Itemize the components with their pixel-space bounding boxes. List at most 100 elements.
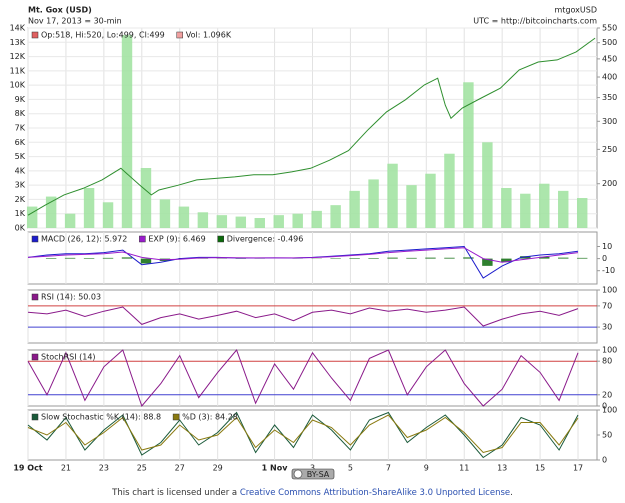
legend-label: Divergence: -0.496 (227, 235, 304, 244)
bar (121, 35, 133, 229)
y-tick-label: 2K (15, 195, 26, 204)
bar (64, 257, 76, 259)
x-tick-label: 19 Oct (13, 464, 42, 473)
y2-tick-label: 400 (602, 73, 617, 82)
y-tick-label: 100 (602, 406, 617, 415)
bar (425, 257, 436, 259)
chart-subtitle: Nov 17, 2013 = 30-min (28, 17, 122, 26)
bar (83, 188, 95, 228)
bar (349, 190, 360, 228)
y-tick-label: 12K (10, 52, 26, 61)
bar (482, 142, 493, 228)
y-tick-label: 3K (15, 181, 26, 190)
license-link[interactable]: Creative Commons Attribution-ShareAlike … (239, 488, 511, 498)
x-tick-label: 15 (535, 464, 545, 473)
x-tick-label: 13 (497, 464, 507, 473)
y-tick-label: 0K (15, 224, 26, 233)
legend-label: Op:518, Hi:520, Lo:499, Cl:499 (41, 31, 165, 40)
legend-label: EXP (9): 6.469 (148, 235, 205, 244)
bar (102, 202, 114, 228)
bar (539, 183, 550, 228)
x-tick-label: 3 (310, 464, 315, 473)
y-tick-label: 14K (10, 24, 26, 33)
x-tick-label: 25 (137, 464, 147, 473)
x-tick-label: 11 (459, 464, 469, 473)
y-tick-label: 30 (602, 323, 612, 332)
y-tick-label: 0 (602, 254, 607, 263)
series-line (27, 349, 579, 407)
bar (102, 257, 114, 259)
bar (311, 210, 322, 228)
x-tick-label: 21 (61, 464, 71, 473)
bar (501, 258, 512, 263)
bar (26, 206, 38, 228)
bar (83, 258, 95, 259)
y-tick-label: 0 (602, 456, 607, 465)
y-tick-label: 13K (10, 38, 26, 47)
y-tick-label: 70 (602, 301, 612, 310)
bar (406, 185, 417, 228)
y-tick-label: 100 (602, 286, 617, 295)
footer-end: . (510, 488, 513, 498)
license-badge-label: BY-SA (307, 470, 330, 479)
license-badge-icon (293, 469, 303, 479)
bar (292, 213, 303, 228)
legend-label: MACD (26, 12): 5.972 (41, 235, 127, 244)
legend-swatch (176, 31, 183, 39)
y-tick-label: 9K (15, 95, 26, 104)
legend-label: RSI (14): 50.03 (41, 293, 101, 302)
legend-swatch (217, 235, 224, 243)
symbol-label: mtgoxUSD (555, 6, 597, 15)
y-tick-label: 10 (602, 242, 612, 251)
bar (178, 206, 190, 228)
x-tick-label: 23 (99, 464, 109, 473)
y-tick-label: 10K (10, 81, 26, 90)
y2-tick-label: 250 (602, 145, 617, 154)
bar (444, 257, 455, 259)
series-line (27, 247, 579, 263)
bar (444, 153, 455, 228)
legend-label: Vol: 1.096K (186, 31, 232, 40)
y-tick-label: 6K (15, 138, 26, 147)
bar (235, 216, 247, 228)
legend-swatch (31, 293, 39, 301)
y-tick-label: 80 (602, 357, 612, 366)
series-line (27, 414, 579, 454)
x-tick-label: 17 (573, 464, 583, 473)
legend-swatch (139, 235, 146, 243)
x-tick-label: 5 (348, 464, 353, 473)
license-badge (291, 468, 335, 480)
y-tick-label: 0 (602, 402, 607, 411)
y2-tick-label: 300 (602, 117, 617, 126)
bar (558, 190, 569, 228)
bar (482, 258, 493, 266)
bar (576, 198, 588, 228)
series-line (27, 37, 596, 216)
y-tick-label: 100 (602, 346, 617, 355)
y-tick-label: 50 (602, 431, 612, 440)
bar (520, 193, 531, 228)
x-tick-label: 9 (424, 464, 429, 473)
bar (425, 173, 436, 228)
x-tick-label: 29 (213, 464, 223, 473)
bar (140, 168, 152, 228)
y-tick-label: 1K (15, 209, 26, 218)
x-tick-label: 7 (386, 464, 391, 473)
bar (273, 215, 284, 228)
y2-tick-label: 450 (602, 54, 617, 63)
y2-tick-label: 500 (602, 38, 617, 47)
bar (121, 257, 133, 259)
bar (368, 179, 379, 228)
footer: This chart is licensed under a Creative … (0, 488, 625, 498)
bar (463, 82, 474, 229)
bar (140, 258, 152, 264)
y-tick-label: 5K (15, 152, 26, 161)
bar (45, 196, 57, 228)
y-tick-label: 4K (15, 166, 26, 175)
bar (576, 257, 588, 259)
legend-swatch (31, 353, 39, 361)
chart: 0K1K2K3K4K5K6K7K8K9K10K11K12K13K14K20025… (10, 6, 617, 480)
legend-label: %D (3): 84.28 (182, 413, 238, 422)
bar (463, 257, 474, 259)
bar (216, 215, 228, 228)
